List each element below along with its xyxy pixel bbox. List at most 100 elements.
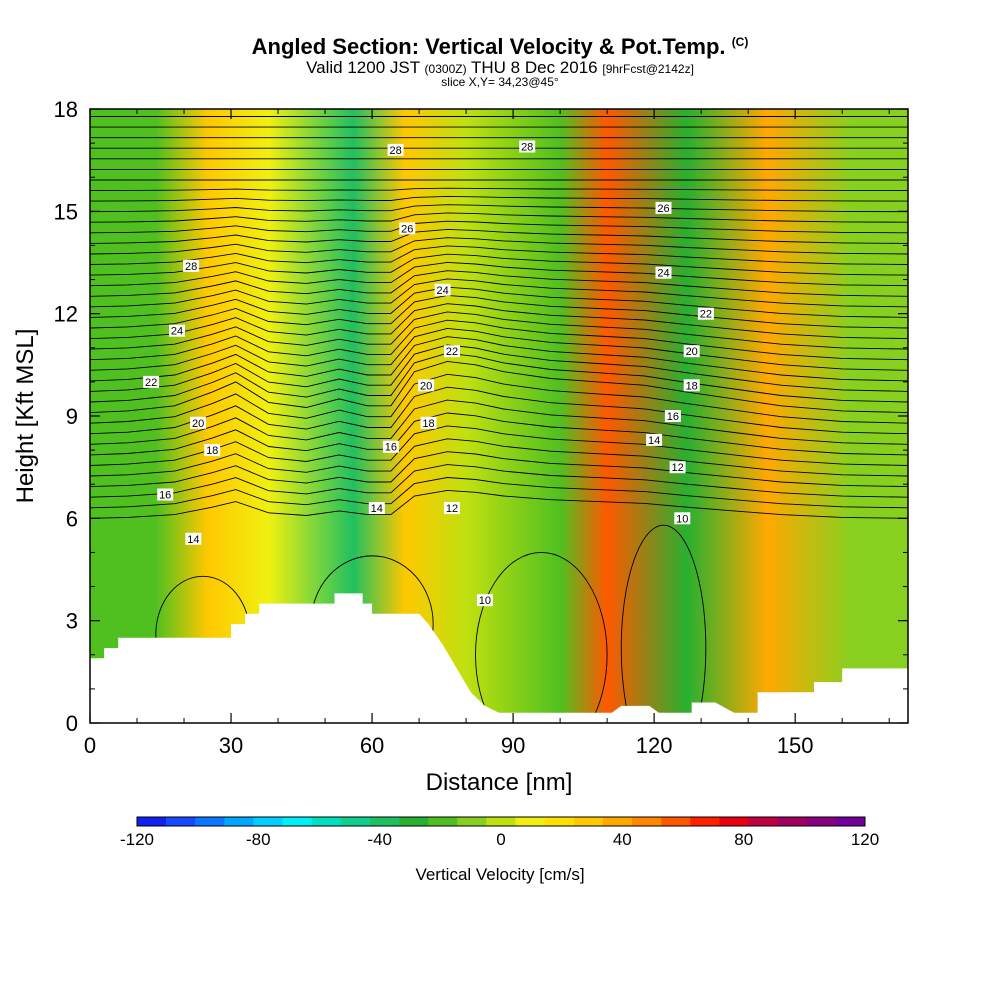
- colorbar-swatch: [515, 817, 545, 826]
- isentrope-line: [90, 228, 908, 244]
- contour-label-bg: [157, 488, 174, 501]
- title-block: Angled Section: Vertical Velocity & Pot.…: [0, 34, 1000, 89]
- colorbar-frame: [136, 816, 866, 827]
- contour-label: 22: [446, 346, 458, 358]
- contour-label: 10: [479, 595, 491, 607]
- x-tick-label: 120: [636, 733, 673, 758]
- isentrope-line: [90, 352, 908, 403]
- contour-label-bg: [669, 461, 686, 474]
- isentrope-line: [90, 336, 908, 382]
- potential-temperature-contours: [90, 116, 908, 723]
- contour-label: 20: [192, 418, 204, 430]
- contour-label: 18: [422, 418, 434, 430]
- contour-label: 12: [446, 503, 458, 515]
- y-tick-label: 0: [66, 711, 78, 736]
- contour-label: 16: [667, 411, 679, 423]
- isentrope-line: [90, 327, 908, 371]
- colorbar-swatch: [719, 817, 749, 826]
- contour-label: 28: [389, 145, 401, 157]
- x-tick-label: 150: [777, 733, 814, 758]
- y-tick-label: 9: [66, 404, 78, 429]
- contour-label-bg: [418, 379, 435, 392]
- contour-label-bg: [646, 433, 663, 446]
- colorbar-title: Vertical Velocity [cm/s]: [415, 865, 584, 884]
- colorbar-tick-label: -40: [367, 830, 392, 849]
- contour-label-bg: [399, 222, 416, 235]
- contour-label: 24: [436, 285, 448, 297]
- colorbar-swatch: [137, 817, 167, 826]
- axes: 0 30 60 90 120 150 0 3 6 9 12 15 18: [54, 97, 908, 758]
- contour-label: 20: [420, 380, 432, 392]
- colorbar-swatch: [370, 817, 400, 826]
- isentrope-line: [90, 319, 908, 361]
- y-tick-label: 3: [66, 609, 78, 634]
- colorbar-swatch: [661, 817, 691, 826]
- isentrope-line: [90, 464, 908, 498]
- colorbar-swatch: [748, 817, 778, 826]
- contour-label: 14: [648, 435, 660, 447]
- contour-label: 18: [686, 380, 698, 392]
- isentrope-line: [90, 373, 908, 424]
- isentrope-line: [90, 278, 908, 308]
- y-axis-title: Height [Kft MSL]: [12, 329, 39, 504]
- contour-label: 28: [521, 142, 533, 154]
- colorbar: -120 -80 -40 0 40 80 120: [120, 816, 879, 849]
- x-axis-title: Distance [nm]: [426, 769, 573, 796]
- contour-label: 22: [145, 377, 157, 389]
- isentrope-line: [90, 237, 908, 255]
- isentrope-line: [90, 212, 908, 223]
- x-tick-label: 0: [84, 733, 96, 758]
- colorbar-swatch: [224, 817, 254, 826]
- contour-label: 26: [401, 223, 413, 235]
- contour-label: 14: [371, 503, 383, 515]
- contour-label: 28: [185, 261, 197, 273]
- isentrope-line: [90, 303, 908, 340]
- colorbar-swatch: [835, 817, 866, 826]
- isentrope-line: [90, 477, 908, 509]
- colorbar-swatch: [544, 817, 575, 826]
- contour-label: 20: [686, 346, 698, 358]
- isentrope-loop: [475, 552, 608, 723]
- contour-label-bg: [674, 512, 691, 525]
- isentrope-line: [90, 386, 908, 435]
- contour-label-bg: [368, 502, 385, 515]
- contour-label: 18: [206, 445, 218, 457]
- y-tick-label: 18: [54, 97, 78, 122]
- chart-title: Angled Section: Vertical Velocity & Pot.…: [251, 34, 749, 59]
- isentrope-line: [90, 451, 908, 488]
- isentrope-line: [90, 311, 908, 350]
- contour-label-bg: [387, 143, 404, 156]
- contour-label: 14: [187, 534, 199, 546]
- isentrope-line: [90, 187, 908, 191]
- contour-label: 12: [671, 462, 683, 474]
- y-tick-label: 12: [54, 302, 78, 327]
- contour-label-bg: [190, 416, 207, 429]
- colorbar-swatch: [457, 817, 487, 826]
- isentrope-line: [90, 399, 908, 445]
- contour-label: 24: [657, 268, 669, 280]
- contour-label-bg: [434, 283, 451, 296]
- vertical-velocity-field: [90, 109, 908, 723]
- isentrope-line: [90, 204, 908, 213]
- isentrope-line: [90, 261, 908, 287]
- colorbar-tick-label: -80: [246, 830, 271, 849]
- contour-label: 16: [385, 442, 397, 454]
- isentrope-loop: [620, 524, 707, 723]
- contour-label-bg: [664, 410, 681, 422]
- isentrope-line: [90, 489, 908, 519]
- isentrope-line: [90, 286, 908, 318]
- isentrope-line: [90, 360, 908, 414]
- isentrope-line: [90, 270, 908, 297]
- contour-labels: 28 28 26 28 26 24 24 24 22 22 22 20 20 18 20 18 16 18 16 14…: [143, 140, 714, 607]
- contour-label-bg: [169, 324, 185, 337]
- x-tick-label: 90: [501, 733, 525, 758]
- isentrope-line: [90, 425, 908, 466]
- contour-label-bg: [185, 532, 202, 545]
- contour-label-bg: [476, 594, 493, 607]
- contour-label: 26: [657, 203, 669, 215]
- colorbar-swatch: [806, 817, 837, 826]
- contour-label-bg: [444, 502, 460, 515]
- contour-label: 16: [159, 490, 171, 502]
- colorbar-tick-label: 0: [496, 830, 505, 849]
